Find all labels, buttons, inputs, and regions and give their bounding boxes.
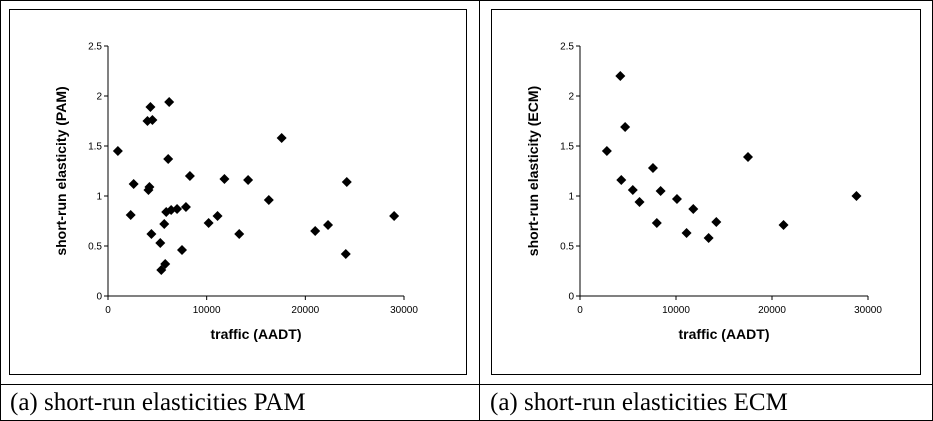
pam-data-point xyxy=(160,259,171,269)
pam-data-point xyxy=(310,226,321,236)
ecm-y-tick-label: 1 xyxy=(568,192,574,203)
ecm-data-point xyxy=(681,228,692,238)
ecm-data-point xyxy=(620,122,631,132)
ecm-y-axis-title: short-run elasticity (ECM) xyxy=(525,86,541,256)
pam-data-point xyxy=(323,220,334,230)
pam-data-point xyxy=(340,249,351,259)
ecm-x-tick-label: 10000 xyxy=(662,305,690,316)
pam-y-tick-label: 0.5 xyxy=(88,242,102,253)
pam-data-point xyxy=(184,171,195,181)
ecm-data-point xyxy=(616,175,627,185)
pam-y-tick-label: 2.5 xyxy=(88,42,102,53)
pam-x-tick-label: 0 xyxy=(105,305,111,316)
ecm-data-point xyxy=(778,220,789,230)
pam-data-point xyxy=(389,211,400,221)
caption-left: (a) short-run elasticities PAM xyxy=(10,389,306,416)
pam-data-point xyxy=(112,146,123,156)
pam-y-tick-label: 1.5 xyxy=(88,142,102,153)
ecm-data-point xyxy=(688,204,699,214)
chart-pam: 0 0.5 1 1.5 2 2.5 0 10000 20000 30000 traffic (AAD… xyxy=(53,42,418,343)
pam-data-point xyxy=(234,229,245,239)
pam-y-tick-label: 2 xyxy=(96,92,102,103)
pam-data-point xyxy=(172,204,183,214)
ecm-data-point xyxy=(601,146,612,156)
pam-x-tick-label: 30000 xyxy=(390,305,418,316)
ecm-data-point xyxy=(851,191,862,201)
caption-right: (a) short-run elasticities ECM xyxy=(490,389,788,416)
pam-data-point xyxy=(145,102,156,112)
ecm-x-axis-title: traffic (AADT) xyxy=(679,326,770,342)
pam-data-point xyxy=(263,195,274,205)
pam-data-point xyxy=(341,177,352,187)
pam-data-point xyxy=(219,174,230,184)
plot-area-pam: 0 0.5 1 1.5 2 2.5 0 10000 20000 30000 traffic (AAD… xyxy=(53,42,418,343)
ecm-data-point xyxy=(711,217,722,227)
pam-data-point xyxy=(163,154,174,164)
pam-data-point xyxy=(180,202,191,212)
ecm-data-point xyxy=(655,186,666,196)
pam-data-point xyxy=(243,175,254,185)
ecm-y-tick-label: 2 xyxy=(568,92,574,103)
ecm-data-point xyxy=(703,233,714,243)
ecm-data-point xyxy=(627,185,638,195)
ecm-y-tick-label: 0.5 xyxy=(560,242,574,253)
pam-y-tick-label: 0 xyxy=(96,292,102,303)
pam-data-point xyxy=(177,245,187,255)
pam-data-point xyxy=(212,211,223,221)
ecm-x-tick-label: 30000 xyxy=(854,305,882,316)
pam-data-point xyxy=(125,210,136,220)
pam-data-point xyxy=(155,238,166,248)
chart-ecm: 0 0.5 1 1.5 2 2.5 0 10000 20000 30000 traffic (AAD… xyxy=(525,42,882,343)
pam-data-point xyxy=(128,179,139,189)
pam-x-tick-label: 20000 xyxy=(291,305,319,316)
pam-data-point xyxy=(203,218,214,228)
pam-data-point xyxy=(159,219,170,229)
ecm-data-point xyxy=(615,71,626,81)
ecm-data-point xyxy=(651,218,662,228)
pam-data-point xyxy=(276,133,287,143)
ecm-x-tick-label: 20000 xyxy=(758,305,786,316)
ecm-x-tick-label: 0 xyxy=(577,305,583,316)
pam-x-tick-label: 10000 xyxy=(193,305,221,316)
plot-area-ecm: 0 0.5 1 1.5 2 2.5 0 10000 20000 30000 traffic (AAD… xyxy=(525,42,882,343)
ecm-y-tick-label: 1.5 xyxy=(560,142,574,153)
ecm-data-point xyxy=(743,152,753,162)
ecm-data-point xyxy=(634,197,645,207)
ecm-data-point xyxy=(671,194,682,204)
pam-y-axis-title: short-run elasticity (PAM) xyxy=(53,86,69,255)
pam-data-point xyxy=(147,115,158,125)
pam-x-axis-title: traffic (AADT) xyxy=(211,326,302,342)
pam-data-point xyxy=(144,182,155,192)
ecm-y-tick-label: 0 xyxy=(568,292,574,303)
pam-data-point xyxy=(164,97,175,107)
ecm-data-point xyxy=(647,163,658,173)
pam-data-point xyxy=(146,229,157,239)
ecm-y-tick-label: 2.5 xyxy=(560,42,574,53)
pam-y-tick-label: 1 xyxy=(96,192,102,203)
